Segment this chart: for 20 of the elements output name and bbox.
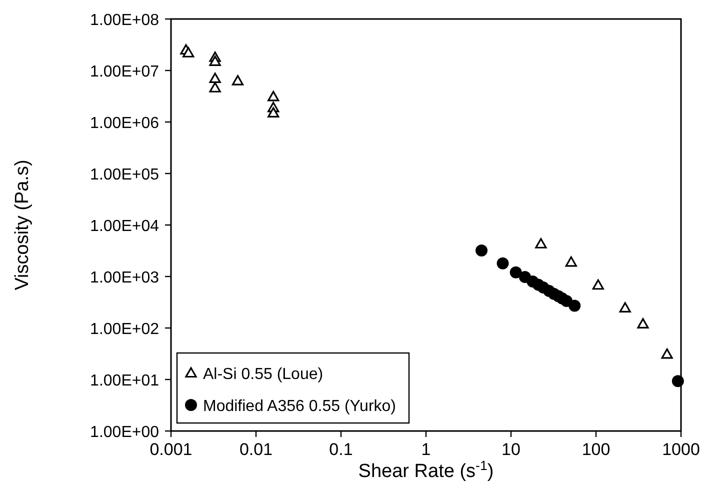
y-tick-label: 1.00E+03 (90, 270, 160, 286)
x-tick-label: 0.01 (239, 440, 273, 459)
y-axis-title: Viscosity (Pa.s) (12, 160, 33, 290)
y-tick-label: 1.00E+07 (90, 64, 160, 80)
x-tick-label: 1000 (662, 440, 700, 459)
x-tick-label: 100 (582, 440, 610, 459)
x-tick-label: 1 (421, 440, 431, 459)
y-tick-label: 1.00E+05 (90, 166, 160, 184)
x-tick-label: 0.001 (150, 440, 192, 459)
x-axis-title: Shear Rate (s$^{-1}$) (358, 458, 494, 482)
y-tick-label: 1.00E+00 (90, 424, 160, 441)
y-tick-label: 1.00E+02 (90, 321, 160, 338)
x-tick-label: 0.1 (329, 440, 353, 459)
x-tick-label: 10 (502, 440, 520, 459)
y-tick-label: 1.00E+04 (90, 218, 160, 235)
y-tick-label: 1.00E+08 (90, 12, 160, 29)
y-tick-label: 1.00E+06 (90, 115, 160, 132)
legend-label: Al-Si 0.55 (Loue) (203, 366, 324, 383)
legend-label: Modified A356 0.55 (Yurko) (203, 398, 396, 415)
y-tick-label: 1.00E+01 (90, 372, 160, 390)
